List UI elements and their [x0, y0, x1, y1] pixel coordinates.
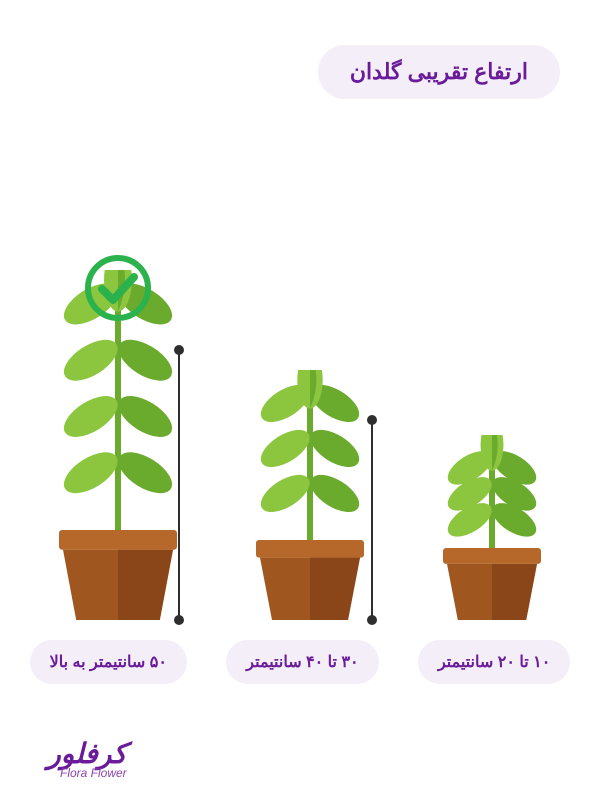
- page-title: ارتفاع تقریبی گلدان: [318, 45, 560, 99]
- labels-row: ۵۰ سانتیمتر به بالا ۳۰ تا ۴۰ سانتیمتر ۱۰ ت…: [0, 640, 600, 684]
- height-indicator: [371, 420, 373, 620]
- check-icon: [82, 252, 154, 329]
- plant-slot: [427, 435, 557, 620]
- size-label: ۱۰ تا ۲۰ سانتیمتر: [418, 640, 570, 684]
- plant-slot: [240, 370, 380, 620]
- plant-slot: [43, 270, 193, 620]
- plant-graphic: [427, 435, 557, 620]
- size-label: ۳۰ تا ۴۰ سانتیمتر: [226, 640, 378, 684]
- plants-row: [0, 160, 600, 620]
- brand-sub: Flora Flower: [30, 766, 127, 780]
- plant-graphic: [240, 370, 380, 620]
- brand-logo: كرفلور Flora Flower: [30, 740, 127, 780]
- size-label: ۵۰ سانتیمتر به بالا: [30, 640, 187, 684]
- height-indicator: [178, 350, 180, 620]
- brand-main: كرفلور: [30, 740, 127, 768]
